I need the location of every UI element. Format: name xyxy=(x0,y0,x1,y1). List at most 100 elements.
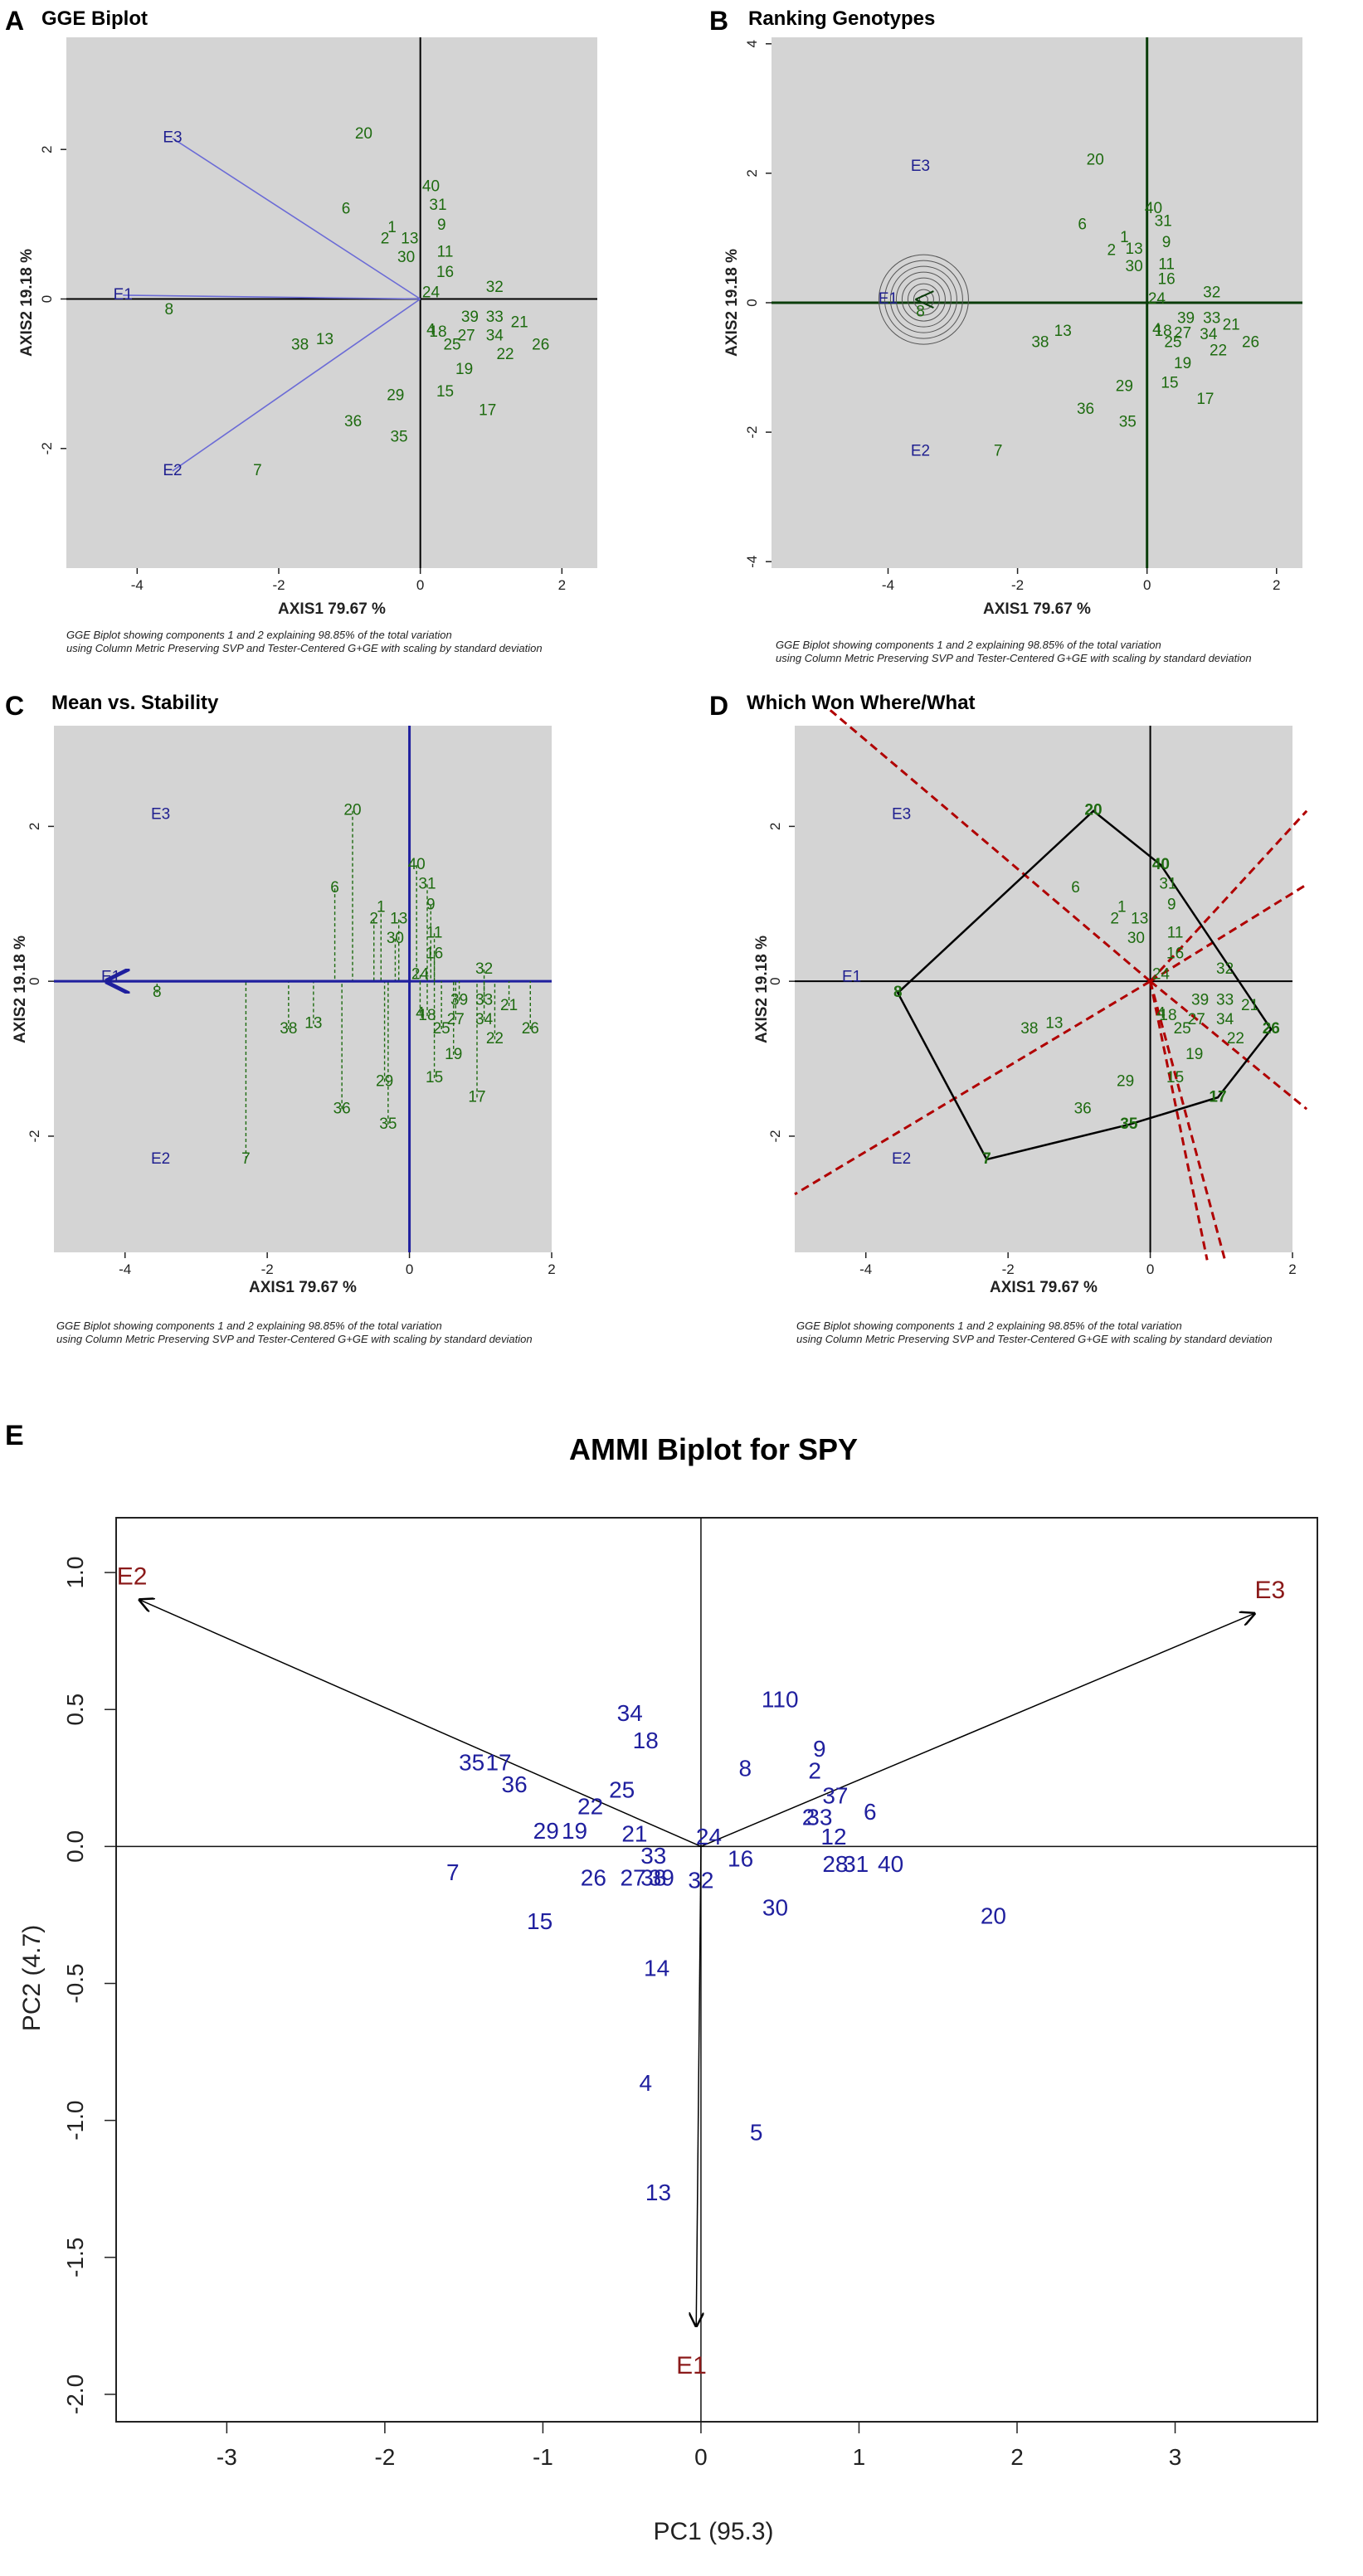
genotype-label: 26 xyxy=(522,1020,539,1038)
y-axis-label-c: AXIS2 19.18 % xyxy=(12,936,29,1043)
genotype-label: 21 xyxy=(1241,997,1258,1014)
genotype-label: 9 xyxy=(437,216,446,234)
genotype-label: 40 xyxy=(878,1851,903,1877)
genotype-label: 20 xyxy=(355,125,372,143)
panel-title-c: Mean vs. Stability xyxy=(51,692,219,714)
genotype-label: 11 xyxy=(437,244,454,261)
genotype-label: 8 xyxy=(164,301,173,318)
genotype-label: 13 xyxy=(645,2180,671,2205)
genotype-label: 24 xyxy=(422,284,441,301)
genotype-label: 32 xyxy=(1216,960,1234,978)
env-vector-e1 xyxy=(696,1846,701,2326)
genotype-label: 25 xyxy=(1174,1020,1191,1038)
genotype-label: 39 xyxy=(450,992,468,1009)
points-b: 20 40 6 31 9 12 13 11 30 16 32 24 8 39 33 21 4 27 34 18 26 25… xyxy=(916,151,1259,459)
sector-line xyxy=(1149,883,1307,983)
x-tick-label: 2 xyxy=(1010,2444,1024,2470)
genotype-label: 16 xyxy=(436,264,454,281)
genotype-label: 8 xyxy=(739,1755,752,1781)
env-vector-e3 xyxy=(700,1614,1254,1848)
x-ticks-b: -4 -2 0 2 xyxy=(882,568,1281,593)
genotype-label: 6 xyxy=(864,1799,877,1825)
x-tick-label: 0 xyxy=(694,2444,708,2470)
genotype-label: 40 xyxy=(1145,200,1162,217)
genotype-label: 11 xyxy=(1167,924,1184,941)
genotype-label: 37 xyxy=(822,1782,848,1808)
genotype-label: 7 xyxy=(253,462,262,479)
genotype-label: 20 xyxy=(1084,802,1102,819)
sector-line xyxy=(794,979,1151,1196)
panel-title-a: GGE Biplot xyxy=(41,7,148,30)
x-tick-label: -3 xyxy=(217,2444,237,2470)
genotype-label: 26 xyxy=(1263,1020,1280,1038)
genotype-label: 13 xyxy=(1054,323,1072,340)
genotype-label: 39 xyxy=(461,309,479,326)
genotype-label: 35 xyxy=(390,428,407,445)
genotype-label: 31 xyxy=(843,1851,869,1877)
projections-c xyxy=(107,810,531,1159)
genotype-label: 18 xyxy=(1159,1007,1176,1024)
genotype-label: 13 xyxy=(304,1015,322,1033)
x-axis-label-a: AXIS1 79.67 % xyxy=(278,600,386,618)
axis-lines-b xyxy=(772,37,1302,568)
genotype-label: 39 xyxy=(649,1864,674,1890)
sector-line xyxy=(829,709,1151,983)
x-tick-label: 2 xyxy=(1288,1261,1296,1277)
genotype-label: 38 xyxy=(280,1020,297,1038)
genotype-label: 24 xyxy=(411,966,430,984)
ideal-arrow-head xyxy=(915,290,934,301)
genotype-label: 2 xyxy=(1107,242,1116,260)
genotype-label: 7 xyxy=(994,443,1003,460)
genotype-label: 33 xyxy=(1203,310,1220,328)
genotype-label: 32 xyxy=(486,279,504,296)
genotype-label: 11 xyxy=(426,924,443,941)
x-ticks-e: -3 -2 -1 0 1 2 3 xyxy=(217,2422,1181,2470)
panel-title-e: AMMI Biplot for SPY xyxy=(569,1432,858,1466)
x-tick-label: -2 xyxy=(1002,1261,1015,1277)
genotype-label: 32 xyxy=(475,960,493,978)
genotype-label: 15 xyxy=(1166,1069,1184,1086)
genotype-label: 31 xyxy=(418,875,436,892)
genotype-label: 22 xyxy=(486,1030,504,1047)
y-tick-label: -0.5 xyxy=(62,1963,88,2003)
y-tick-label: 2 xyxy=(27,823,42,830)
genotype-label: 40 xyxy=(422,177,440,195)
points-c: 20 40 6 31 9 12 13 11 30 16 32 24 8 39 33 21 4 27 34 18 26 25… xyxy=(153,802,539,1168)
genotype-label: 38 xyxy=(1020,1020,1038,1038)
genotype-label: 27 xyxy=(1188,1011,1205,1028)
plot-area-c xyxy=(54,726,552,1252)
y-tick-label: 2 xyxy=(39,145,55,153)
footnote-d-line1: GGE Biplot showing components 1 and 2 ex… xyxy=(796,1320,1182,1332)
x-tick-label: 2 xyxy=(558,577,566,593)
genotype-label: 34 xyxy=(1216,1011,1234,1028)
x-axis-label-b: AXIS1 79.67 % xyxy=(983,600,1091,618)
genotype-label: 13 xyxy=(1131,910,1148,927)
footnote-a-line1: GGE Biplot showing components 1 and 2 ex… xyxy=(66,629,452,641)
x-axis-label-e: PC1 (95.3) xyxy=(653,2518,773,2545)
genotype-label: 17 xyxy=(1196,391,1214,408)
x-tick-label: -4 xyxy=(119,1261,131,1277)
env-labels-d: E3 E1 E2 xyxy=(842,805,911,1168)
genotype-label: 27 xyxy=(447,1011,465,1028)
footnote-a-line2: using Column Metric Preserving SVP and T… xyxy=(66,642,543,654)
genotype-label: 1 xyxy=(387,219,397,236)
genotype-label: 7 xyxy=(446,1859,460,1885)
genotype-label: 4 xyxy=(426,321,436,338)
genotype-label: 26 xyxy=(581,1864,606,1890)
y-tick-label: -2.0 xyxy=(62,2374,88,2414)
footnote-b-line2: using Column Metric Preserving SVP and T… xyxy=(776,652,1252,664)
genotype-label: 25 xyxy=(433,1020,450,1038)
genotype-label: 21 xyxy=(621,1821,647,1847)
genotype-label: 5 xyxy=(750,2120,763,2146)
env-label-e3: E3 xyxy=(163,129,182,147)
x-tick-label: 3 xyxy=(1169,2444,1182,2470)
env-label-e1: E1 xyxy=(676,2352,707,2379)
genotype-label: 1 xyxy=(1117,898,1127,916)
genotype-label: 18 xyxy=(1155,323,1172,340)
genotype-label: 21 xyxy=(511,313,528,331)
panel-letter-e: E xyxy=(5,1420,24,1451)
x-axis-label-d: AXIS1 79.67 % xyxy=(990,1279,1098,1296)
